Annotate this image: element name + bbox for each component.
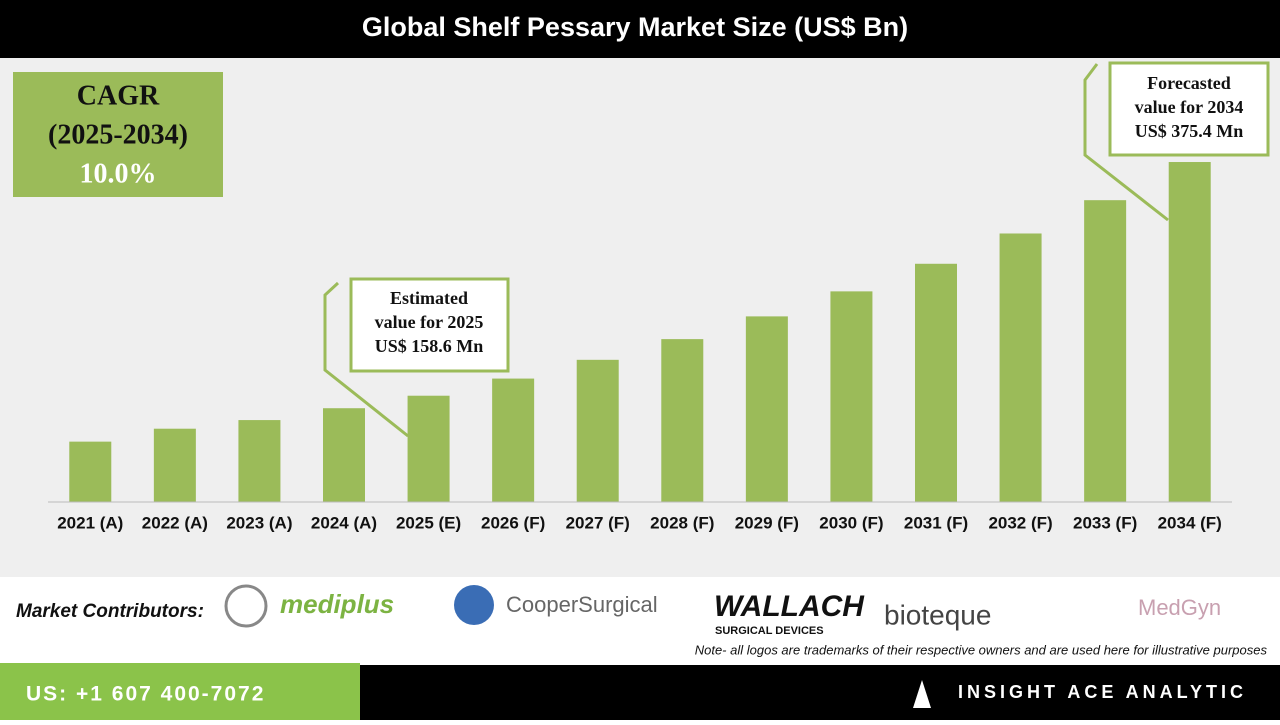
bar	[407, 395, 450, 502]
bar	[492, 378, 535, 502]
x-tick-label: 2025 (E)	[396, 513, 461, 532]
bar	[238, 420, 281, 502]
logo-sub: SURGICAL DEVICES	[715, 625, 824, 637]
callout-box	[1108, 61, 1270, 157]
brand-icon	[913, 680, 931, 708]
callout-line	[323, 281, 409, 438]
logo-icon	[454, 585, 494, 625]
x-tick-label: 2024 (A)	[311, 513, 377, 532]
chart-title: Global Shelf Pessary Market Size (US$ Bn…	[362, 12, 908, 42]
logo: mediplus	[280, 589, 394, 619]
cagr-value: 10.0%	[80, 158, 157, 189]
contributors-label: Market Contributors:	[16, 601, 204, 622]
x-tick-label: 2027 (F)	[566, 513, 630, 532]
bar	[1168, 162, 1211, 503]
phone: US: +1 607 400-7072	[26, 683, 265, 706]
x-tick-label: 2033 (F)	[1073, 513, 1137, 532]
cagr-period: (2025-2034)	[48, 119, 188, 150]
bar	[323, 408, 365, 502]
bar	[1084, 200, 1127, 503]
contributors-strip	[0, 577, 1280, 663]
bar	[999, 233, 1042, 502]
x-tick-label: 2032 (F)	[988, 513, 1052, 532]
callout-text: US$ 158.6 Mn	[375, 336, 484, 356]
x-tick-label: 2023 (A)	[226, 513, 292, 532]
bar	[661, 339, 704, 502]
bar	[830, 291, 873, 502]
bar	[576, 359, 619, 502]
logo: bioteque	[884, 599, 991, 630]
callout-text: Estimated	[390, 288, 468, 308]
bar	[745, 316, 788, 502]
logo: MedGyn	[1138, 595, 1221, 620]
logo: CooperSurgical	[506, 592, 658, 617]
x-tick-label: 2022 (A)	[142, 513, 208, 532]
x-tick-label: 2028 (F)	[650, 513, 714, 532]
plot: 2021 (A) 2022 (A) 2023 (A) 2024 (A) 2025 (E)…	[48, 162, 1232, 532]
x-tick-label: 2031 (F)	[904, 513, 968, 532]
callout-text: US$ 375.4 Mn	[1135, 121, 1244, 141]
callout-line	[1083, 63, 1169, 222]
x-tick-label: 2026 (F)	[481, 513, 545, 532]
cagr-box	[13, 72, 223, 197]
callout-text: value for 2025	[375, 312, 484, 332]
note: Note- all logos are trademarks of their …	[695, 642, 1268, 657]
callout-text: Forecasted	[1147, 73, 1231, 93]
callout-text: value for 2034	[1135, 97, 1244, 117]
bar	[915, 263, 957, 502]
x-tick-label: 2030 (F)	[819, 513, 883, 532]
footer-right	[360, 665, 1280, 720]
callout-box	[349, 277, 510, 373]
cagr-label: CAGR	[77, 80, 160, 111]
x-tick-label: 2021 (A)	[57, 513, 123, 532]
title-bar	[0, 0, 1280, 58]
logo-icon	[224, 584, 268, 628]
bar	[69, 441, 112, 502]
logo: WALLACH	[714, 590, 865, 623]
footer-left	[0, 663, 360, 720]
x-tick-label: 2034 (F)	[1158, 513, 1222, 532]
x-tick-label: 2029 (F)	[735, 513, 799, 532]
brand: INSIGHT ACE ANALYTIC	[958, 682, 1247, 702]
bar	[153, 428, 196, 502]
